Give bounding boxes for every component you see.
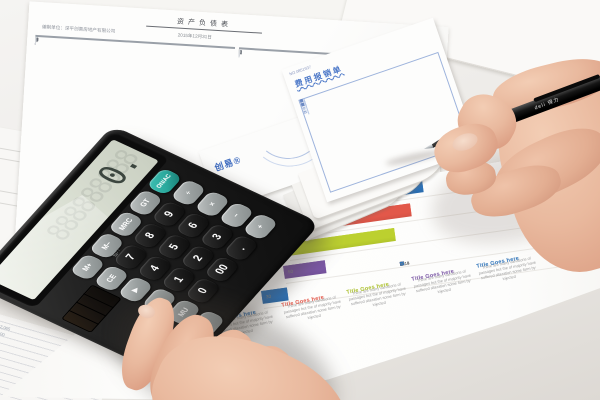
balance-sheet-title: 资产负债表 xyxy=(146,14,263,34)
balance-sheet-date: 2015年12月31日 xyxy=(177,32,213,40)
balance-sheet-company: 编制单位：深平创易房地产有限公司 xyxy=(41,24,116,34)
expense-header-row: 日期 摘要 单据张数 金额 税额 合计 备注 xyxy=(299,98,310,116)
ruled-paper-numbers: 1,242,065 611,900 48 xyxy=(0,321,11,338)
table-cell xyxy=(238,49,242,58)
table-row: 长期应付款150 xyxy=(238,49,242,58)
table-row: 固定资产净值34 xyxy=(34,36,39,46)
expense-header-cell: 备注 xyxy=(299,98,307,109)
chuangyi-logo: 创易® xyxy=(213,154,243,173)
table-cell xyxy=(34,36,39,46)
